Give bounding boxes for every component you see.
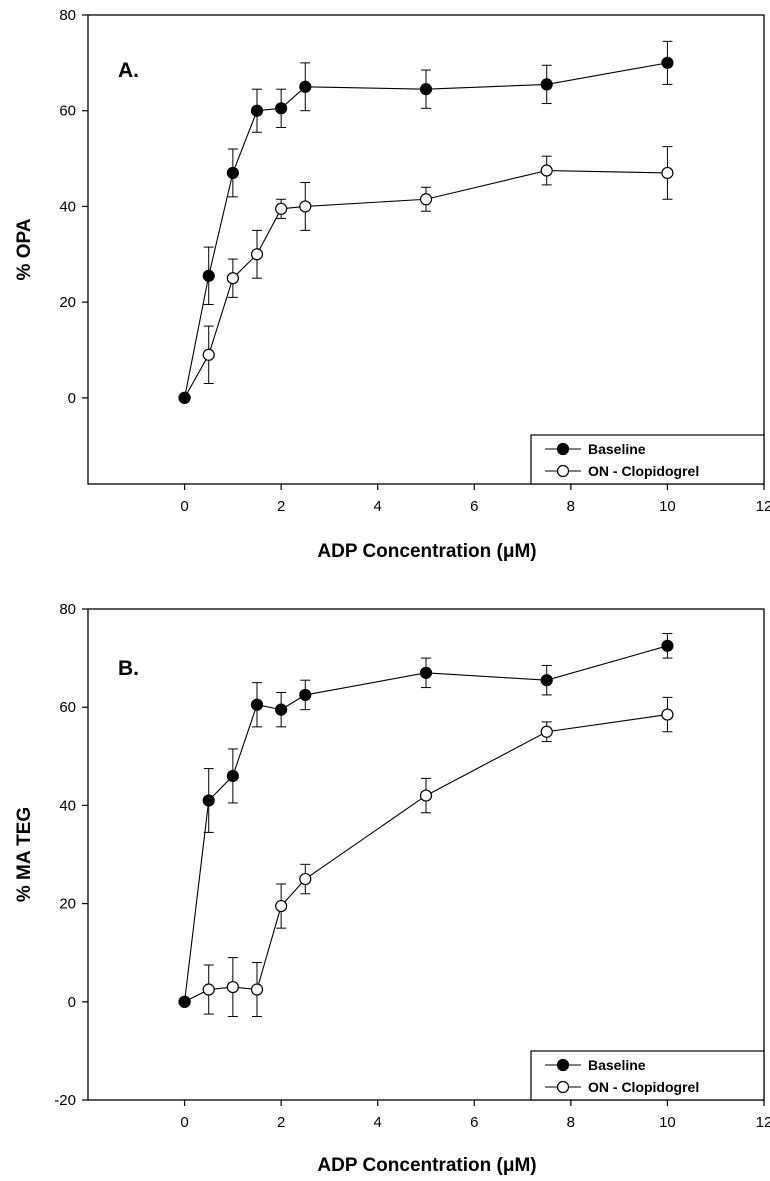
x-axis-label: ADP Concentration (μM) — [317, 541, 536, 562]
legend-label: Baseline — [588, 441, 646, 457]
legend-marker — [556, 1080, 570, 1094]
x-tick-label: 8 — [567, 1114, 575, 1131]
data-point — [178, 391, 191, 404]
x-tick-label: 4 — [374, 498, 382, 515]
series-baseline — [178, 633, 674, 1008]
x-tick-label: 12 — [756, 1114, 770, 1131]
data-point — [226, 769, 239, 783]
series-on-clopidogrel — [178, 696, 674, 1018]
data-point — [275, 899, 288, 913]
data-point — [540, 78, 553, 91]
legend-box — [530, 1050, 765, 1101]
x-tick-label: 2 — [277, 1114, 285, 1131]
legend-marker — [556, 1058, 570, 1072]
legend: Baseline ON - Clopidogrel — [530, 434, 765, 485]
data-point — [275, 202, 288, 215]
data-point — [419, 666, 433, 679]
y-tick-label: 40 — [59, 797, 76, 814]
plot-frame — [87, 608, 765, 1101]
y-tick-label: 0 — [68, 390, 76, 407]
legend: Baseline ON - Clopidogrel — [530, 1050, 765, 1101]
legend-marker — [556, 464, 570, 478]
legend-label: ON - Clopidogrel — [588, 1079, 699, 1095]
x-tick-label: 8 — [567, 498, 575, 515]
x-tick-label: 6 — [470, 1114, 478, 1131]
data-point — [226, 980, 239, 994]
data-point — [275, 102, 288, 115]
y-tick-label: 80 — [59, 601, 76, 618]
data-point — [250, 248, 264, 261]
x-tick-label: 2 — [277, 498, 285, 515]
legend-marker — [556, 442, 570, 456]
y-axis-label: % OPA — [14, 218, 35, 280]
panel-label: A. — [118, 59, 139, 82]
data-point — [661, 166, 674, 180]
y-tick-label: 20 — [59, 896, 76, 913]
data-point — [540, 674, 553, 687]
y-axis-label: % MA TEG — [14, 807, 35, 902]
x-tick-label: 0 — [180, 1114, 188, 1131]
data-point — [661, 708, 674, 721]
data-point — [202, 794, 215, 807]
data-point — [250, 983, 264, 996]
data-point — [202, 348, 215, 361]
x-axis-label: ADP Concentration (μM) — [317, 1155, 536, 1176]
x-tick-label: 0 — [180, 498, 188, 515]
y-tick-label: -20 — [54, 1092, 76, 1109]
data-point — [299, 80, 312, 93]
data-point — [299, 200, 312, 213]
data-point — [250, 698, 264, 711]
data-point — [275, 703, 288, 716]
data-point — [202, 269, 215, 282]
data-point — [178, 995, 191, 1008]
x-tick-label: 4 — [374, 1114, 382, 1131]
data-point — [540, 164, 553, 177]
data-point — [540, 725, 553, 738]
chart-panel-2: 0 2 4 6 8 10 12 -20 0 20 40 60 80 ADP Concentration (… — [14, 601, 770, 1176]
legend-box — [530, 434, 765, 485]
data-point — [226, 166, 239, 180]
data-point — [419, 789, 433, 802]
data-point — [299, 688, 312, 702]
series-line — [184, 714, 668, 1003]
x-tick-label: 6 — [470, 498, 478, 515]
series-on-clopidogrel — [178, 146, 674, 404]
legend-label: Baseline — [588, 1057, 646, 1073]
data-point — [419, 83, 433, 96]
x-tick-label: 10 — [659, 1114, 676, 1131]
y-tick-label: 40 — [59, 198, 76, 215]
panel-label: B. — [118, 657, 139, 680]
chart-panel-1: 0 2 4 6 8 10 12 0 20 40 60 80 ADP Concentration (μM)… — [14, 7, 770, 562]
series-baseline — [178, 40, 674, 404]
data-point — [661, 639, 674, 652]
data-point — [299, 872, 312, 886]
legend-label: ON - Clopidogrel — [588, 463, 699, 479]
data-point — [250, 104, 264, 117]
data-point — [226, 272, 239, 285]
data-point — [419, 193, 433, 206]
y-tick-label: 60 — [59, 699, 76, 716]
x-tick-label: 12 — [756, 498, 770, 515]
plot-frame — [87, 14, 765, 485]
x-tick-label: 10 — [659, 498, 676, 515]
data-point — [202, 983, 215, 996]
y-tick-label: 20 — [59, 294, 76, 311]
y-tick-label: 80 — [59, 7, 76, 24]
y-tick-label: 60 — [59, 103, 76, 120]
y-tick-label: 0 — [68, 994, 76, 1011]
data-point — [661, 56, 674, 69]
